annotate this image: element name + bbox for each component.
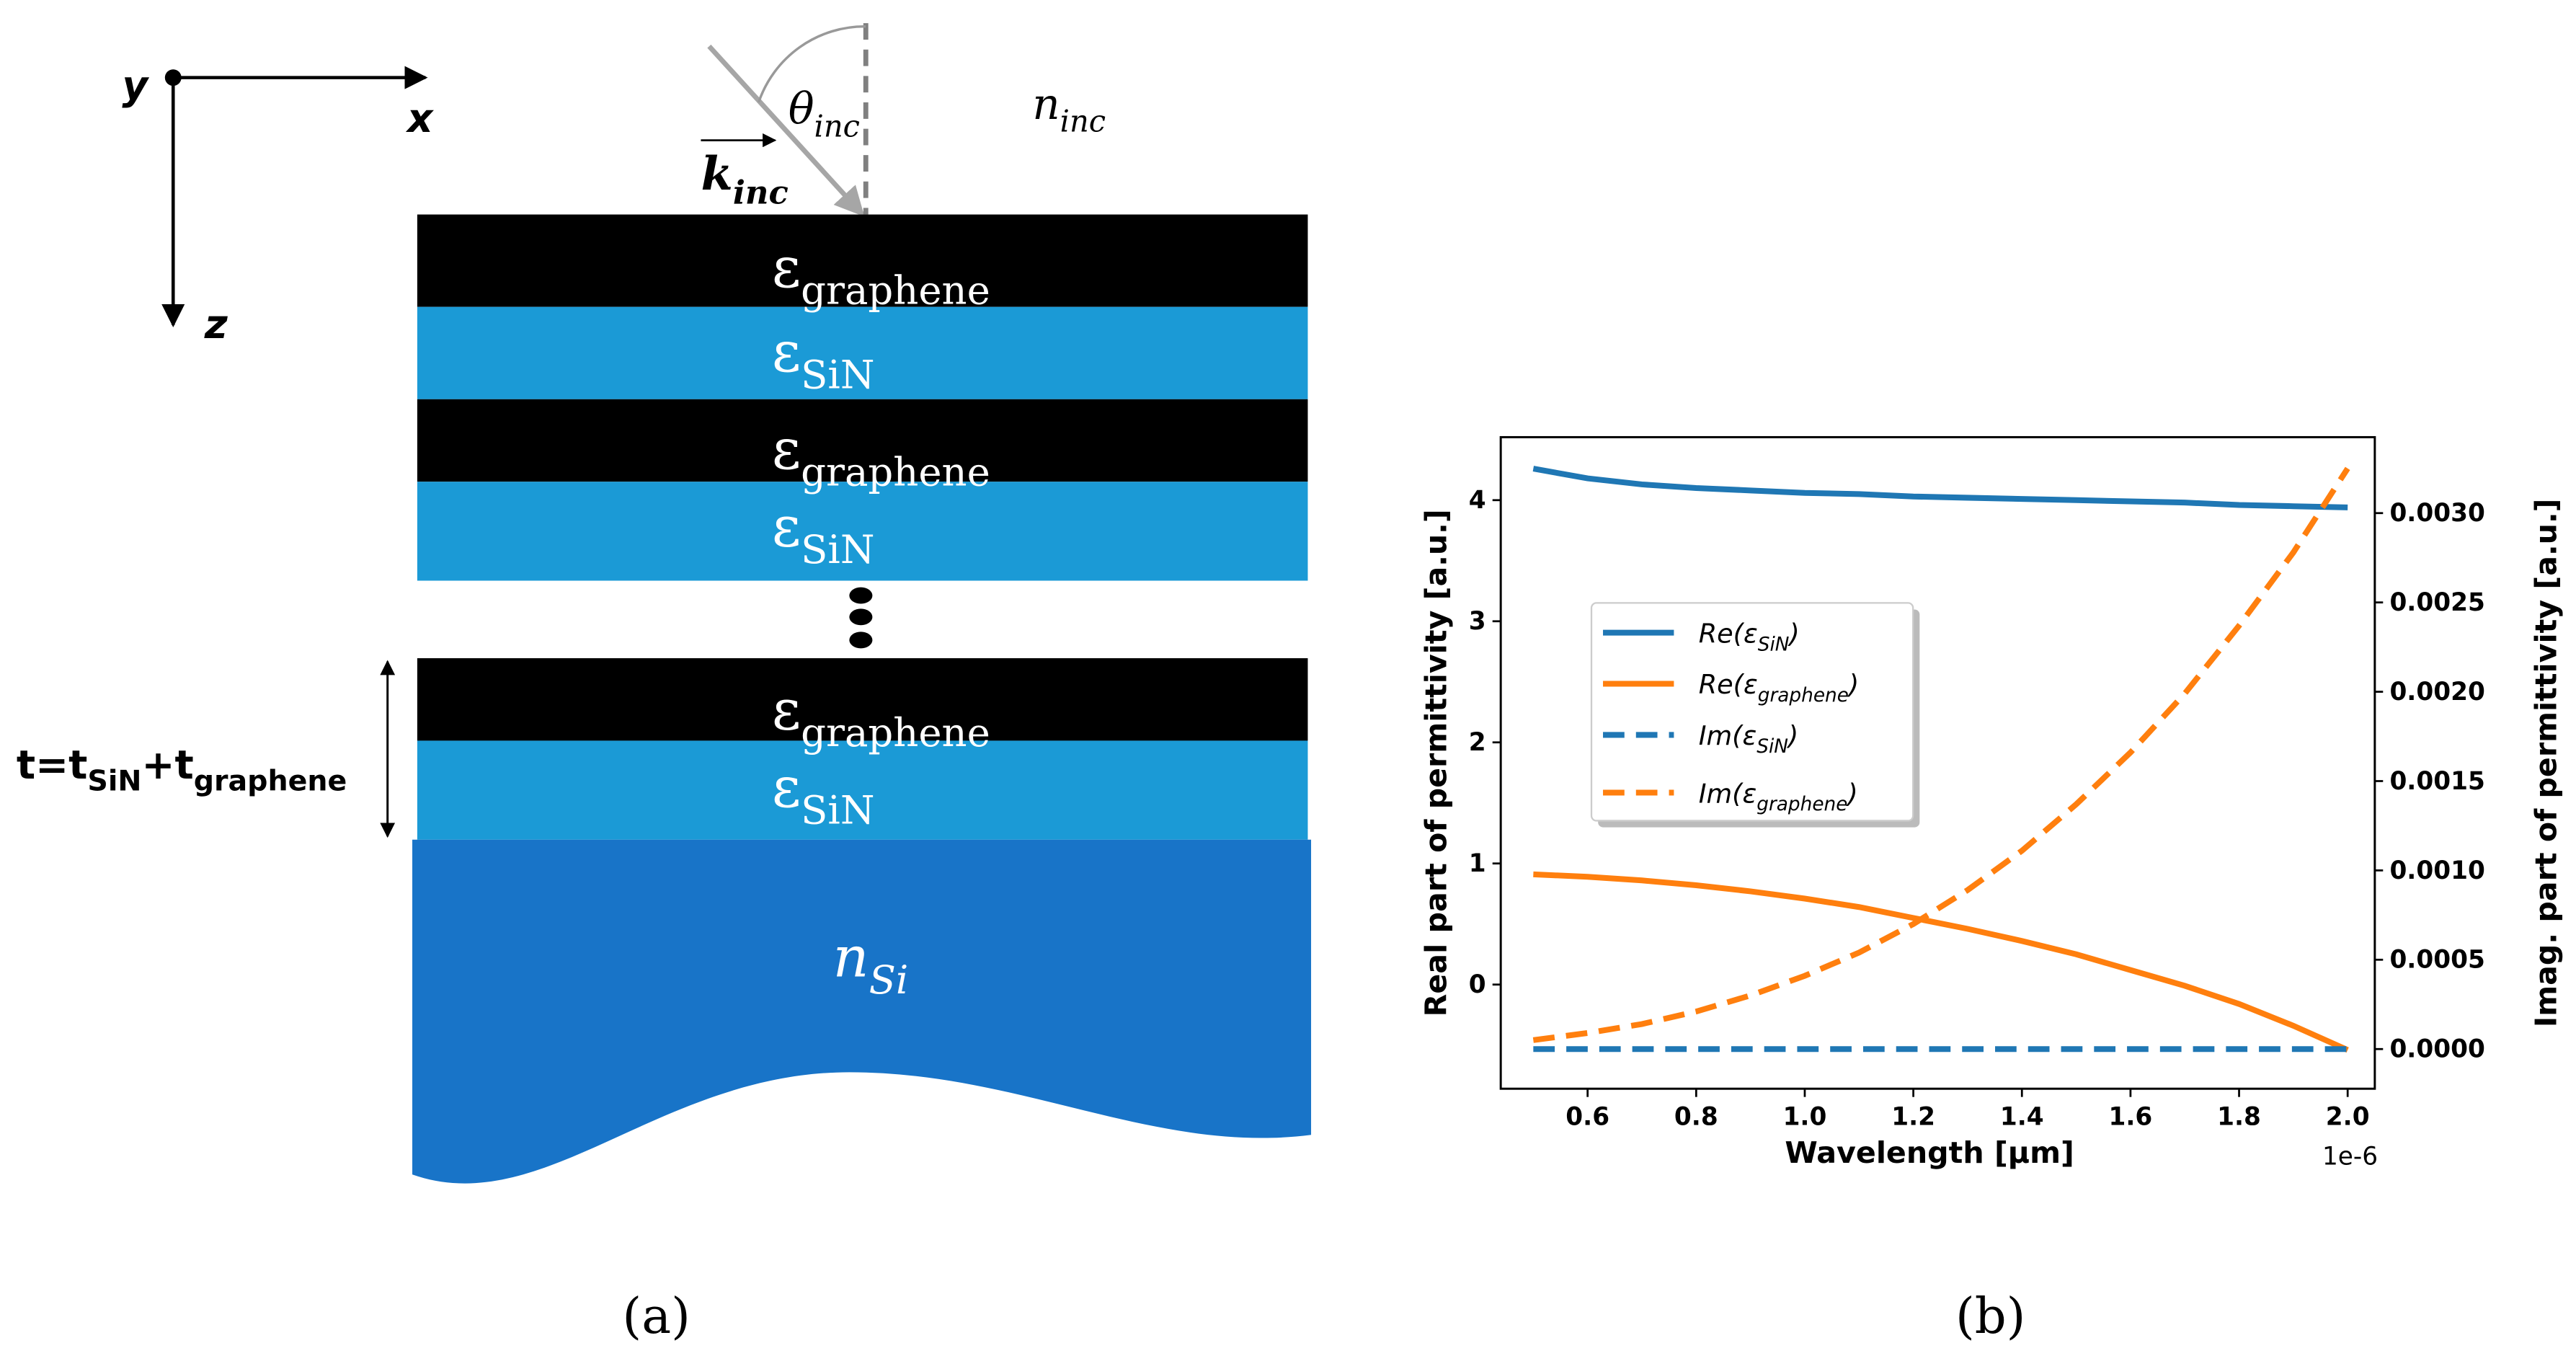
text-part: inc [1060, 104, 1106, 139]
y2-tick-label: 0.0005 [2389, 946, 2484, 975]
axis-label: x [405, 95, 434, 141]
legend-label: Re(εSiN) [1699, 618, 1800, 655]
x-axis-label: Wavelength [μm] [1785, 1135, 2074, 1170]
x-offset-label: 1e-6 [2322, 1142, 2378, 1171]
text-part: SiN [801, 351, 874, 397]
legend-label: Im(εgraphene) [1699, 778, 1858, 815]
text-part: graphene [1756, 794, 1847, 815]
sin-layer [417, 482, 1308, 581]
text-part: ε [772, 417, 801, 482]
text-part: SiN [801, 786, 874, 833]
x-tick-label: 1.6 [2109, 1103, 2153, 1132]
text-part: Si [869, 957, 909, 1003]
y2-tick-label: 0.0025 [2389, 588, 2484, 617]
text-part: inc [733, 173, 789, 211]
text-part: Re(ε [1699, 618, 1758, 649]
y2-tick-label: 0.0010 [2389, 856, 2484, 885]
axis-label: y [122, 62, 149, 108]
text-part: ε [772, 236, 801, 301]
y2-axis-label: Imag. part of permittivity [a.u.] [2529, 499, 2564, 1028]
legend-box [1590, 602, 1914, 822]
substrate [412, 839, 1312, 1184]
text-part: ) [1845, 778, 1857, 809]
text-part: Re(ε [1699, 669, 1758, 700]
text-part: SiN [1756, 736, 1788, 758]
angle-label: θinc [789, 85, 860, 144]
series-line [1533, 871, 2349, 1053]
layer-diagram [161, 23, 1312, 1184]
y-tick-label: 1 [1469, 849, 1486, 878]
axis-label: z [204, 301, 228, 347]
incident-ray [707, 44, 865, 217]
y2-tick-label: 0.0030 [2389, 499, 2484, 528]
text-part: ε [772, 320, 801, 385]
angle-arc [757, 25, 866, 103]
text-part: SiN [87, 765, 141, 798]
text-part: n [832, 926, 869, 991]
y2-tick-label: 0.0020 [2389, 678, 2484, 706]
text-part: SiN [1758, 634, 1790, 655]
text-part: graphene [194, 765, 347, 798]
graphene-layer [417, 399, 1308, 482]
layer-label: εSiN [772, 495, 875, 572]
text-part: ε [772, 678, 801, 743]
x-tick-label: 1.4 [2000, 1103, 2044, 1132]
graphene-layer [417, 214, 1308, 307]
caption: (a) [622, 1288, 690, 1345]
layer-label: εSiN [772, 755, 875, 833]
x-tick-label: 0.8 [1674, 1103, 1718, 1132]
y-tick-label: 4 [1469, 486, 1486, 515]
text-part: k [701, 147, 732, 201]
text-part: graphene [801, 267, 990, 314]
layer-label: εSiN [772, 320, 875, 397]
x-tick-label: 1.0 [1783, 1103, 1827, 1132]
y2-tick-label: 0.0000 [2389, 1035, 2484, 1064]
y2-tick-label: 0.0015 [2389, 767, 2484, 796]
text-part: +t [141, 742, 193, 788]
series-line [1532, 466, 2348, 510]
sin-layer [417, 740, 1308, 840]
y-tick-label: 2 [1469, 728, 1486, 757]
ellipsis-dot [849, 608, 873, 626]
caption: (b) [1955, 1288, 2025, 1345]
thickness-label: t=tSiN+tgraphene [17, 742, 347, 797]
medium-label: ninc [1032, 80, 1106, 139]
x-tick-label: 1.2 [1891, 1103, 1935, 1132]
y-axis-label: Real part of permittivity [a.u.] [1419, 509, 1454, 1016]
y-tick-label: 3 [1469, 607, 1486, 636]
layer-label: εgraphene [772, 417, 990, 495]
text-part: graphene [1758, 685, 1849, 706]
legend-label: Im(εSiN) [1699, 720, 1799, 758]
x-tick-label: 2.0 [2326, 1103, 2370, 1132]
plot-frame [1499, 435, 2376, 1090]
sin-layer [417, 306, 1308, 399]
text-part: Im(ε [1699, 778, 1757, 809]
layer-label: εgraphene [772, 236, 990, 313]
text-part: t=t [17, 742, 88, 788]
wavevector-label: kinc [701, 147, 788, 211]
text-part: Im(ε [1699, 720, 1757, 751]
text-part: ε [772, 755, 801, 820]
substrate-label: nSi [832, 926, 908, 1003]
text-part: ε [772, 495, 801, 559]
y-tick-label: 0 [1469, 970, 1486, 999]
ellipsis-dot [849, 587, 873, 604]
text-part: n [1032, 80, 1060, 130]
text-part: ) [1847, 669, 1859, 700]
text-part: θ [789, 85, 814, 135]
text-part: SiN [801, 526, 874, 572]
text-part: ) [1787, 618, 1799, 649]
text-part: graphene [801, 448, 990, 495]
x-tick-label: 1.8 [2217, 1103, 2261, 1132]
series-line [1532, 466, 2350, 1043]
layer-label: εgraphene [772, 678, 990, 755]
graphene-layer [417, 658, 1308, 741]
x-tick-label: 0.6 [1565, 1103, 1609, 1132]
text-part: ) [1786, 720, 1798, 751]
ellipsis-dot [849, 632, 873, 649]
text-part: graphene [801, 709, 990, 755]
legend-label: Re(εgraphene) [1699, 669, 1860, 706]
text-part: inc [814, 109, 860, 144]
